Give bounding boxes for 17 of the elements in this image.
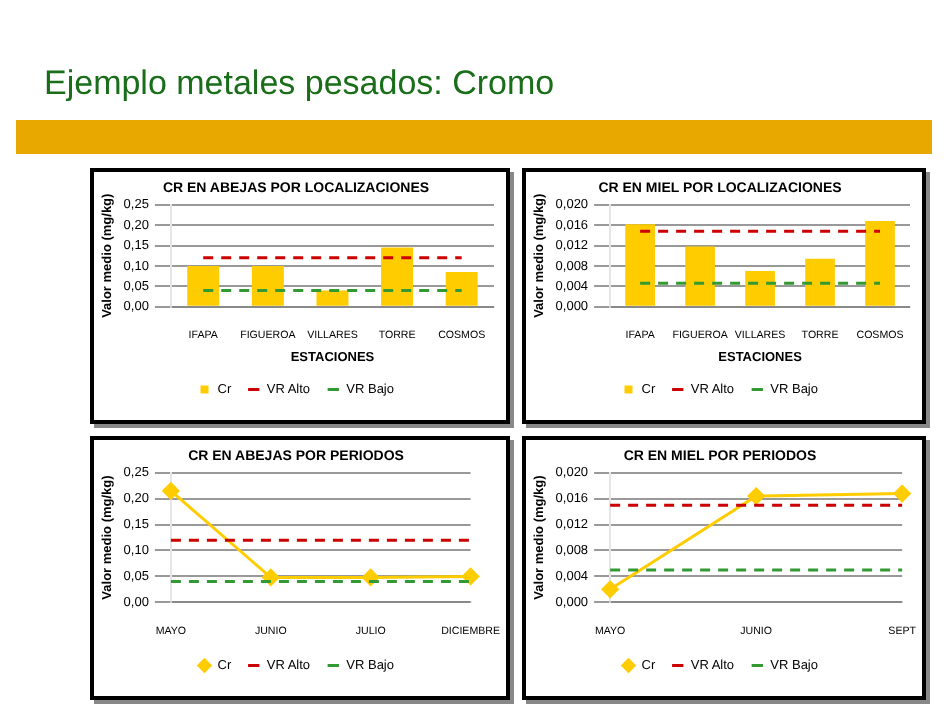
bar [805,258,835,306]
bar [381,247,414,306]
bar [251,265,284,306]
text: Ejemplo metales pesados: Cromo [44,64,555,104]
bar [316,290,349,306]
point [262,568,280,586]
bar [865,221,895,306]
point [601,580,619,598]
bar [745,271,775,306]
bar [685,246,715,306]
bar [445,272,478,306]
bar [187,265,220,306]
bar [625,224,655,306]
point [747,487,765,505]
point [162,482,180,500]
point [893,485,911,503]
point [462,567,480,585]
